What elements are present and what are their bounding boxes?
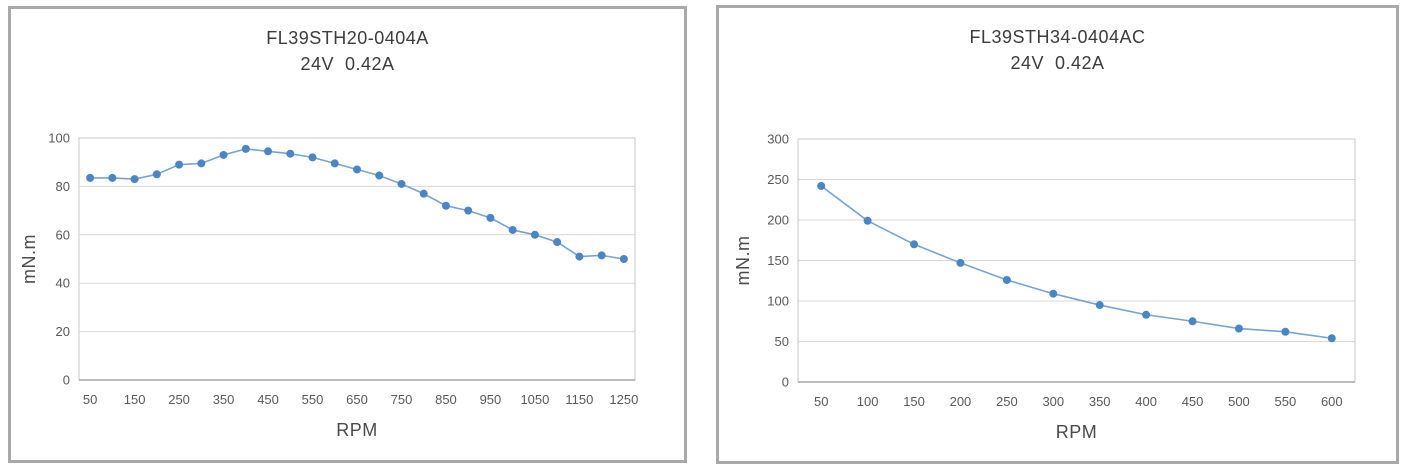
data-point: [1234, 324, 1243, 333]
chart-title-rating: 24V 0.42A: [300, 54, 395, 74]
chart-title: FL39STH20-0404A 24V 0.42A: [11, 25, 684, 77]
data-point: [486, 213, 495, 222]
data-point: [419, 189, 428, 198]
x-tick-label: 550: [302, 392, 324, 407]
torque-curve-chart-left: 0 20 40 60 80 100 50 150 250 350 450 550 650 750 850 95…: [19, 131, 638, 441]
data-point: [330, 159, 339, 168]
x-tick-label: 750: [391, 392, 413, 407]
data-point: [441, 201, 450, 210]
x-tick-label: 500: [1228, 394, 1250, 409]
x-tick-label: 850: [435, 392, 457, 407]
y-tick-label: 250: [767, 172, 789, 187]
x-tick-label: 400: [1135, 394, 1157, 409]
x-tick-label: 50: [814, 394, 828, 409]
x-tick-label: 950: [480, 392, 502, 407]
x-tick-label: 250: [168, 392, 190, 407]
data-point: [619, 255, 628, 263]
data-point: [86, 173, 95, 182]
y-tick-label: 60: [56, 227, 70, 242]
data-line: [820, 185, 1332, 340]
data-point: [530, 230, 539, 239]
data-point: [264, 147, 273, 156]
data-point: [817, 181, 826, 190]
data-point: [108, 173, 117, 182]
x-tick-label: 150: [903, 394, 925, 409]
data-point: [219, 150, 228, 159]
data-point: [375, 171, 384, 180]
x-tick-label: 100: [857, 394, 879, 409]
data-point: [1281, 327, 1290, 336]
x-tick-label: 350: [213, 392, 235, 407]
y-tick-label: 80: [56, 179, 70, 194]
y-axis-title: mN.m: [19, 234, 39, 284]
y-tick-label: 20: [56, 324, 70, 339]
data-point: [1188, 317, 1197, 326]
data-point: [464, 206, 473, 215]
data-point: [152, 170, 161, 179]
chart-panel-left: FL39STH20-0404A 24V 0.42A 0 20 40 60 80 100 50…: [8, 6, 687, 463]
data-point: [910, 240, 919, 249]
chart-title-rating: 24V 0.42A: [1010, 53, 1105, 73]
x-tick-label: 300: [1042, 394, 1064, 409]
x-tick-label: 1250: [609, 392, 638, 407]
y-tick-label: 150: [767, 253, 789, 268]
data-point: [353, 165, 361, 174]
x-tick-label: 200: [950, 394, 972, 409]
data-point: [308, 153, 317, 162]
data-point: [597, 251, 606, 260]
x-axis-title: RPM: [1056, 422, 1098, 442]
data-point: [1142, 310, 1151, 319]
x-tick-label: 450: [257, 392, 279, 407]
x-axis-title: RPM: [336, 420, 378, 440]
data-point: [175, 160, 184, 169]
data-point: [575, 252, 584, 261]
data-point: [1327, 334, 1336, 343]
y-tick-label: 0: [782, 375, 789, 390]
x-tick-label: 250: [996, 394, 1018, 409]
x-tick-label: 550: [1275, 394, 1297, 409]
x-tick-label: 50: [83, 392, 97, 407]
y-tick-label: 200: [767, 213, 789, 228]
data-point: [508, 225, 517, 234]
chart-title-model: FL39STH20-0404A: [266, 28, 429, 48]
y-tick-label: 40: [56, 276, 70, 291]
x-tick-label: 1150: [565, 392, 593, 407]
data-point: [130, 175, 139, 184]
x-tick-label: 650: [346, 392, 368, 407]
y-tick-label: 300: [767, 132, 789, 147]
x-tick-label: 1050: [520, 392, 549, 407]
chart-title-model: FL39STH34-0404AC: [969, 27, 1146, 47]
data-point: [863, 216, 872, 225]
data-line: [90, 148, 625, 260]
torque-curve-chart-right: 0 50 100 150 200 250 300 50 100 150 200 250 300 350 40…: [733, 132, 1356, 442]
y-tick-label: 0: [63, 373, 70, 388]
y-axis-title: mN.m: [733, 236, 753, 286]
data-point: [197, 159, 206, 168]
plot-border: [78, 137, 636, 381]
data-point: [1002, 275, 1011, 284]
x-tick-label: 150: [124, 392, 146, 407]
data-point: [553, 238, 562, 247]
data-point: [956, 258, 965, 267]
x-tick-label: 600: [1321, 394, 1343, 409]
x-tick-label: 450: [1182, 394, 1204, 409]
x-tick-label: 350: [1089, 394, 1111, 409]
y-tick-label: 100: [48, 131, 70, 146]
data-point: [397, 179, 406, 188]
data-point: [241, 144, 250, 153]
data-point: [1049, 289, 1058, 298]
data-point: [1095, 301, 1104, 310]
data-point: [286, 149, 295, 158]
chart-title: FL39STH34-0404AC 24V 0.42A: [719, 24, 1396, 76]
y-tick-label: 100: [767, 294, 789, 309]
y-tick-label: 50: [775, 334, 789, 349]
chart-panel-right: FL39STH34-0404AC 24V 0.42A 0 50 100 150 200 2…: [716, 5, 1399, 464]
